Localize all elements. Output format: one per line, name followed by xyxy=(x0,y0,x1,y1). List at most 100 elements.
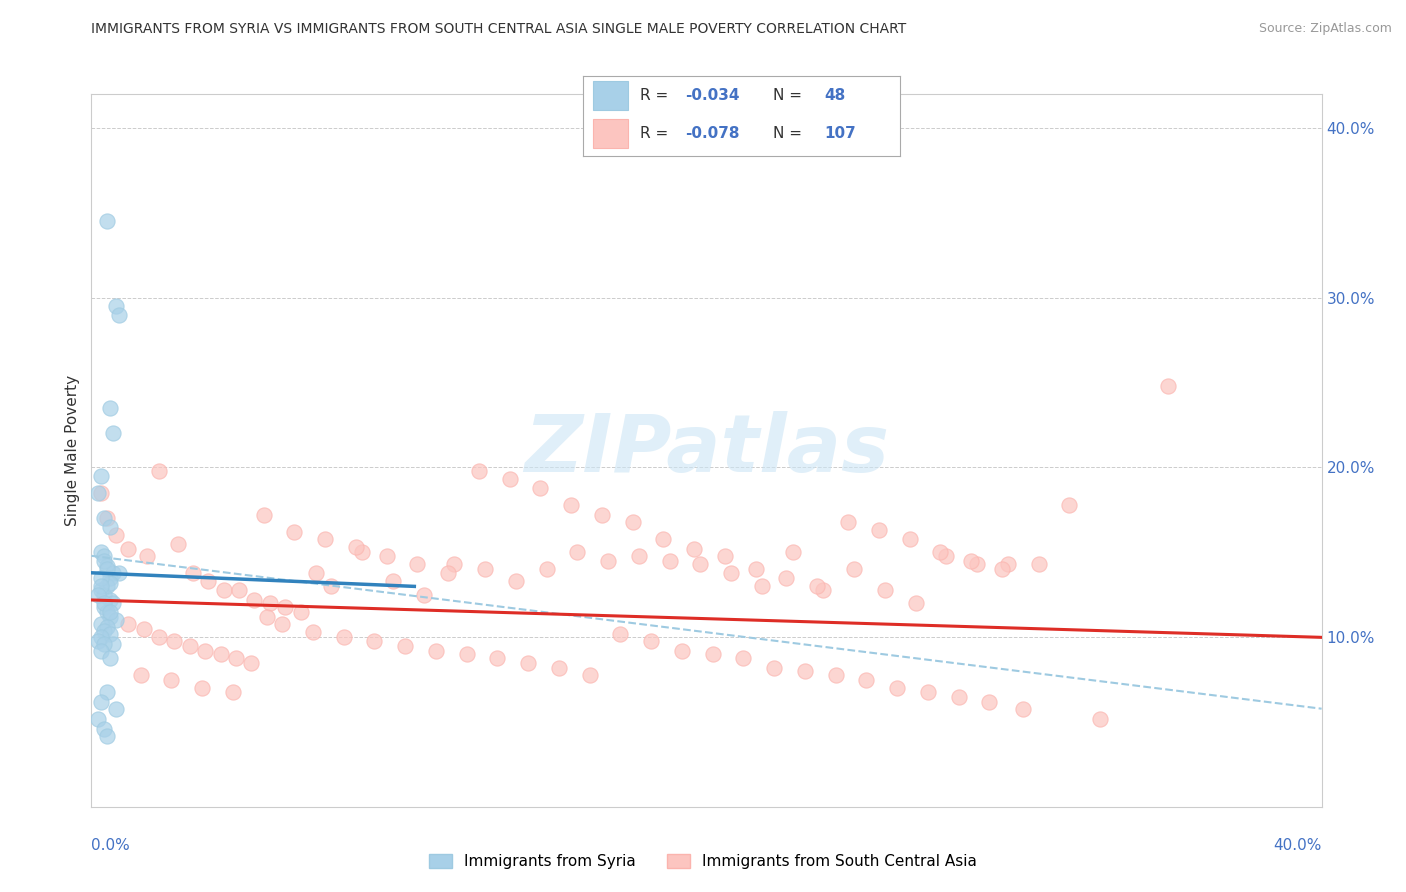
Point xyxy=(412,588,434,602)
Point xyxy=(375,549,398,563)
Bar xyxy=(593,120,627,148)
Point xyxy=(93,599,115,614)
Text: N =: N = xyxy=(773,126,807,141)
Point xyxy=(96,511,118,525)
Point xyxy=(98,610,121,624)
Point xyxy=(350,545,373,559)
Point xyxy=(406,558,429,572)
Point xyxy=(609,627,631,641)
Point xyxy=(101,426,124,441)
Point xyxy=(1028,558,1050,572)
Point xyxy=(363,633,385,648)
Point xyxy=(683,541,706,556)
Point xyxy=(904,596,927,610)
Point xyxy=(98,571,121,585)
Point xyxy=(917,684,939,698)
Point xyxy=(517,656,540,670)
Point xyxy=(209,648,232,662)
Text: N =: N = xyxy=(773,88,807,103)
Point xyxy=(474,562,496,576)
Point xyxy=(256,610,278,624)
Point xyxy=(305,566,328,580)
Y-axis label: Single Male Poverty: Single Male Poverty xyxy=(65,375,80,526)
Point xyxy=(627,549,650,563)
Point xyxy=(733,650,755,665)
Point xyxy=(108,566,131,580)
Point xyxy=(135,549,157,563)
Point xyxy=(425,644,447,658)
Point xyxy=(868,524,890,538)
Text: -0.034: -0.034 xyxy=(685,88,740,103)
Point xyxy=(529,481,551,495)
Point xyxy=(689,558,711,572)
Point xyxy=(93,637,115,651)
Point xyxy=(90,616,112,631)
Point xyxy=(90,631,112,645)
Point xyxy=(621,515,644,529)
Point xyxy=(132,622,155,636)
Point xyxy=(181,566,204,580)
Text: ZIPatlas: ZIPatlas xyxy=(524,411,889,490)
Point xyxy=(96,579,118,593)
Point xyxy=(702,648,724,662)
Point xyxy=(179,639,201,653)
Point xyxy=(640,633,662,648)
Point xyxy=(90,579,112,593)
Point xyxy=(93,722,115,736)
Point xyxy=(259,596,281,610)
Point xyxy=(505,574,527,589)
Point xyxy=(793,665,815,679)
Point xyxy=(93,596,115,610)
Point xyxy=(547,661,569,675)
Point xyxy=(90,486,112,500)
Text: R =: R = xyxy=(641,88,673,103)
Point xyxy=(824,667,846,681)
Point xyxy=(1059,498,1081,512)
Point xyxy=(314,532,336,546)
Point xyxy=(948,690,970,704)
Point xyxy=(160,673,183,687)
Point xyxy=(108,308,131,322)
Point xyxy=(720,566,742,580)
Point xyxy=(93,511,115,525)
Point xyxy=(105,702,127,716)
Point xyxy=(90,571,112,585)
Point xyxy=(191,681,214,696)
Text: R =: R = xyxy=(641,126,673,141)
Point xyxy=(212,582,235,597)
Text: -0.078: -0.078 xyxy=(685,126,740,141)
Point xyxy=(96,729,118,743)
Point xyxy=(98,576,121,591)
Point xyxy=(86,712,108,726)
Point xyxy=(96,605,118,619)
Point xyxy=(960,554,983,568)
Point xyxy=(1157,379,1180,393)
Point xyxy=(222,684,245,698)
Point xyxy=(243,593,266,607)
Point xyxy=(225,650,247,665)
Point xyxy=(271,616,294,631)
Point xyxy=(979,695,1001,709)
Point xyxy=(90,695,112,709)
Point xyxy=(105,299,127,313)
Point xyxy=(98,650,121,665)
Point xyxy=(782,545,804,559)
Point xyxy=(381,574,404,589)
Text: 0.0%: 0.0% xyxy=(91,838,131,853)
Point xyxy=(898,532,921,546)
Point xyxy=(443,558,465,572)
Point xyxy=(658,554,681,568)
Point xyxy=(578,667,600,681)
Point xyxy=(596,554,619,568)
Point xyxy=(117,616,139,631)
Point xyxy=(806,579,828,593)
Point xyxy=(837,515,859,529)
Point xyxy=(536,562,558,576)
Point xyxy=(591,508,613,522)
Point xyxy=(301,625,323,640)
Point xyxy=(228,582,250,597)
Point xyxy=(486,650,509,665)
Point xyxy=(96,562,118,576)
Point xyxy=(966,558,988,572)
Point xyxy=(163,633,186,648)
